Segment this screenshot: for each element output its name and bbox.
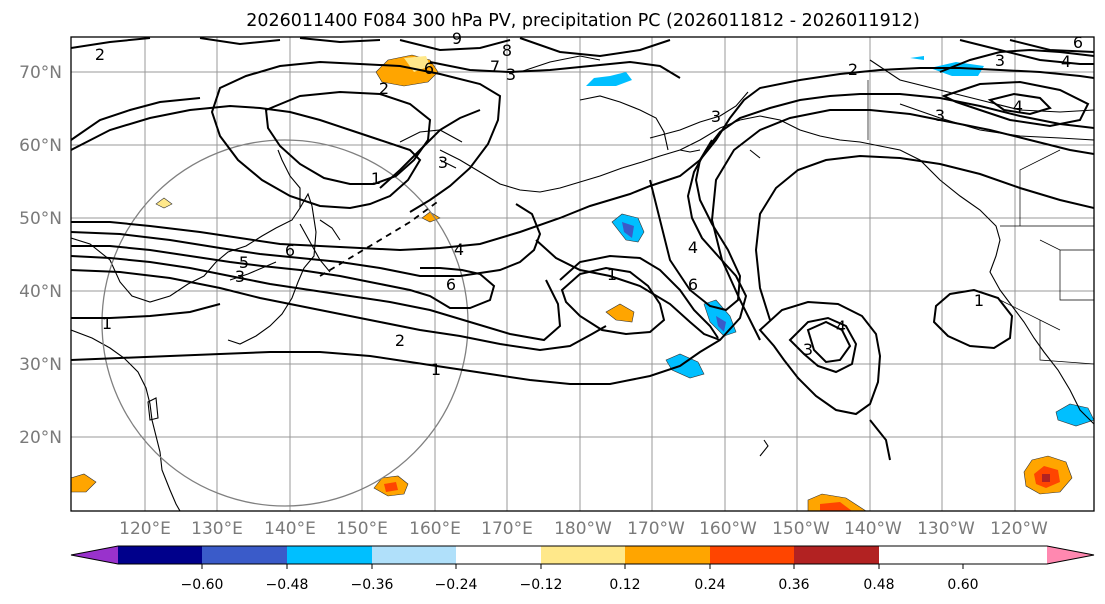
contour-label: 4 [1061,52,1071,71]
lon-label: 150°E [336,519,388,539]
contour-label: 2 [848,60,858,79]
contour-label: 4 [688,238,698,257]
lat-label: 50°N [19,209,62,229]
colorbar-segment [118,546,202,564]
lon-label: 140°W [844,519,902,539]
lon-label: 150°W [772,519,830,539]
colorbar-tick-label: −0.12 [520,577,563,593]
contour-label: 1 [431,360,441,379]
pv-contours [71,37,1094,461]
contour-label: 3 [995,51,1005,70]
map-frame [70,36,1095,512]
colorbar-segment [287,546,372,564]
lon-label: 130°E [191,519,243,539]
lon-label: 180°W [554,519,612,539]
colorbar-segment [202,546,287,564]
political-borders [867,80,1094,365]
lon-label: 170°E [481,519,533,539]
colorbar-ticks [201,564,964,569]
lon-label: 170°W [627,519,685,539]
colorbar-tick-label: −0.60 [181,577,224,593]
colorbar-segment [372,546,456,564]
colorbar-segment [541,546,625,564]
lon-label: 130°W [917,519,975,539]
lat-label: 40°N [19,282,62,302]
contour-label: 6 [688,275,698,294]
lon-label: 160°W [699,519,757,539]
contour-label: 6 [424,59,434,78]
lon-label: 120°W [990,519,1048,539]
contour-label-layer: 2 9 8 6 7 3 2 1 3 4 6 5 3 6 1 2 1 1 4 6 … [95,29,1083,379]
longitude-labels: 120°E 130°E 140°E 150°E 160°E 170°E 180°… [119,519,1048,539]
colorbar-tick-label: −0.48 [266,577,309,593]
latitude-labels: 70°N 60°N 50°N 40°N 30°N 20°N [19,63,62,448]
contour-label: 6 [1073,33,1083,52]
colorbar-tick-label: 0.36 [778,577,809,593]
colorbar-tick-label: 0.48 [863,577,894,593]
contour-label: 3 [711,107,721,126]
contour-label: 1 [607,265,617,284]
colorbar-tick-label: 0.12 [609,577,640,593]
map-panel: 2 9 8 6 7 3 2 1 3 4 6 5 3 6 1 2 1 1 4 6 … [70,29,1095,512]
lat-label: 20°N [19,428,62,448]
contour-label: 6 [446,275,456,294]
figure-title: 2026011400 F084 300 hPa PV, precipitatio… [246,11,920,31]
precipitation-shading [71,54,1094,511]
colorbar-extend-high [1047,546,1094,564]
pv-contour-dash [319,199,441,277]
contour-label: 3 [506,65,516,84]
colorbar-tick-label: −0.36 [351,577,394,593]
contour-label: 3 [235,267,245,286]
contour-label: 1 [102,314,112,333]
contour-label: 2 [379,79,389,98]
lon-label: 120°E [119,519,171,539]
graticule [71,37,1094,511]
colorbar: −0.60 −0.48 −0.36 −0.24 −0.12 0.12 0.24 … [70,545,1095,593]
contour-label: 4 [454,240,464,259]
contour-label: 1 [974,291,984,310]
contour-label: 4 [836,317,846,336]
contour-label: 2 [395,331,405,350]
lat-label: 70°N [19,63,62,83]
contour-label: 3 [935,106,945,125]
contour-label: 7 [490,57,500,76]
colorbar-tick-label: 0.60 [947,577,978,593]
colorbar-segment [625,546,710,564]
contour-label: 5 [239,253,249,272]
contour-label: 8 [502,41,512,60]
contour-label: 3 [438,153,448,172]
colorbar-outline [70,545,1095,565]
contour-label: 3 [803,340,813,359]
contour-label: 1 [371,169,381,188]
contour-label: 9 [452,29,462,48]
colorbar-tick-label: −0.24 [435,577,478,593]
range-circle [101,139,469,507]
lon-label: 140°E [264,519,316,539]
colorbar-tick-label: 0.24 [694,577,725,593]
contour-label: 4 [1013,97,1023,116]
lat-label: 60°N [19,136,62,156]
colorbar-segment [710,546,794,564]
colorbar-segment [456,546,541,564]
colorbar-segment [794,546,879,564]
contour-label: 6 [285,241,295,260]
lon-label: 160°E [409,519,461,539]
colorbar-extend-low [71,546,118,564]
lat-label: 30°N [19,355,62,375]
contour-label: 2 [95,45,105,64]
